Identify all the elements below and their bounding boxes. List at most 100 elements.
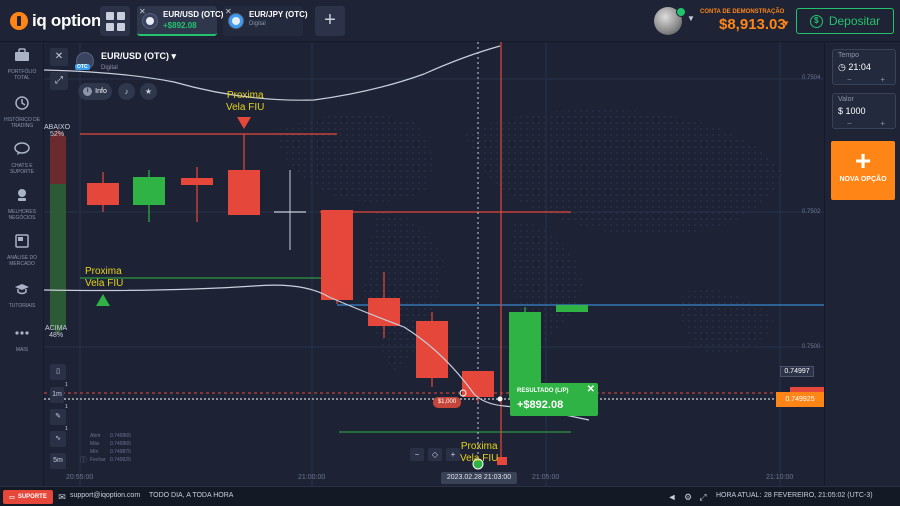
sidebar-item-label: HISTÓRICO DE TRADING [3,117,41,129]
sentiment-bar [50,129,66,334]
trade-result-panel[interactable]: RESULTADO (L/P) +$892.08 ✕ [510,383,598,416]
current-price: 0.749925 [776,392,824,407]
annotation-label: Proxima Vela FIU [226,90,265,113]
clock-icon: ◷ [838,62,846,72]
sidebar-item-top-trades[interactable]: MELHORES NEGÓCIOS [0,188,44,221]
time-tick: 21:05:00 [532,474,560,481]
increase-button[interactable]: + [880,75,885,84]
info-icon[interactable]: ⓘ [80,457,87,464]
support-hours: TODO DIA, A TODA HORA [149,492,234,499]
sidebar-item-label: MELHORES NEGÓCIOS [7,209,37,221]
result-value: +$892.08 [517,399,564,411]
star-icon[interactable]: ★ [140,83,157,100]
support-button[interactable]: ▭ SUPORTE [3,490,53,504]
mail-icon: ✉ [58,492,66,502]
close-chart-button[interactable]: ✕ [50,48,68,66]
deposit-button[interactable]: $ Depositar [796,8,894,34]
trade-marker [459,389,467,397]
sentiment-down-label: ABAIXO 52% [44,124,71,138]
trade-amount-tag[interactable]: $1,000 [433,397,461,408]
add-tab-button[interactable]: + [315,6,345,36]
price-dot [497,396,503,402]
sidebar-item-portfolio[interactable]: PORTFÓLIO TOTAL [0,48,44,81]
zoom-period-button[interactable]: 5m [50,453,66,469]
reset-zoom-button[interactable]: ◇ [428,448,442,461]
pen-icon[interactable]: ✎ [50,409,66,425]
bottom-bar: ▭ SUPORTE ✉ support@iqoption.com TODO DI… [0,486,900,506]
indicators-icon[interactable]: ∿ [50,431,66,447]
zoom-out-button[interactable]: − [410,448,424,461]
close-icon[interactable]: ✕ [139,7,146,16]
tab-eur-jpy[interactable]: ✕ EUR/JPY (OTC) Digital [223,6,308,36]
badge-count: 1 [65,426,68,432]
sidebar-item-more[interactable]: MAIS [0,326,44,353]
sentiment-up-label: ACIMA 48% [45,325,68,339]
close-icon[interactable]: ✕ [586,384,595,395]
indicator-line [44,45,501,101]
assets-grid-button[interactable] [100,6,130,36]
deposit-label: Depositar [828,14,881,28]
annotation-label: Proxima Vela FIU [85,266,124,289]
tab-name: EUR/USD (OTC) [163,10,224,19]
settings-icon[interactable]: ⚙ [683,492,693,502]
new-option-button[interactable]: + NOVA OPÇÃO [831,141,895,200]
candle [416,321,448,378]
bell-icon[interactable]: ♪ [118,83,135,100]
grid-icon [105,11,114,20]
value-value: $ 1000 [838,106,866,116]
sidebar-item-label: CHATS E SUPORTE [9,163,35,175]
account-type-label[interactable]: CONTA DE DEMONSTRAÇÃO [700,9,785,15]
annotation-label: Proxima Vela FIU [460,441,499,464]
graduation-cap-icon [15,284,29,295]
balance-value[interactable]: $8,913.03 [719,16,786,33]
sidebar-item-label: ANÁLISE DO MERCADO [6,255,37,267]
ohlc-readout: Abrir 0.749965 Máx 0.749965 Mín 0.749875 Fe… [90,433,131,463]
investment-field[interactable]: Valor $ 1000 − + [832,93,896,129]
up-arrow-marker [96,294,110,306]
flag-icon [228,13,244,29]
expiration-time-field[interactable]: Tempo ◷ 21:04 − + [832,49,896,85]
logo[interactable]: iq option [10,10,101,32]
chevron-down-icon[interactable]: ▼ [687,14,695,23]
candle-type-button[interactable]: ▯ [50,364,66,380]
dollar-icon: $ [809,14,823,28]
volume-icon[interactable]: ◄ [667,492,677,502]
crosshair-price: 0.74997 [780,366,814,377]
flag-marker [497,457,507,465]
close-icon[interactable]: ✕ [225,7,232,16]
sidebar-item-history[interactable]: HISTÓRICO DE TRADING [0,96,44,129]
news-icon [15,234,29,248]
down-arrow-marker [237,117,251,129]
info-button[interactable]: i Info [78,83,112,100]
new-option-label: NOVA OPÇÃO [839,176,887,183]
tab-eur-usd[interactable]: ✕ EUR/USD (OTC) +$892.08 [137,6,224,36]
sidebar-item-label: PORTFÓLIO TOTAL [7,69,37,81]
chevron-down-icon[interactable]: ▼ [782,19,790,28]
trade-panel: Tempo ◷ 21:04 − + Valor $ 1000 − + + NOV… [824,42,900,486]
time-tick: 21:00:00 [298,474,326,481]
zoom-in-button[interactable]: + [446,448,460,461]
flag-icon [142,13,158,29]
chart-area[interactable] [44,42,824,486]
chevron-down-icon: ▾ [171,51,177,61]
red-price-marker [790,387,824,393]
decrease-button[interactable]: − [847,119,852,128]
asset-selector[interactable]: EUR/USD (OTC) ▾ [101,51,177,61]
trophy-icon [18,189,26,201]
candle [462,371,494,397]
time-tick: 20:55:00 [66,474,94,481]
support-email[interactable]: support@iqoption.com [70,492,141,499]
sidebar-item-market-analysis[interactable]: ANÁLISE DO MERCADO [0,234,44,267]
timeframe-button[interactable]: 1m [50,387,64,403]
top-bar: iq option ✕ EUR/USD (OTC) +$892.08 ✕ EUR… [0,0,900,42]
fullscreen-icon[interactable]: ⤢ [699,492,707,502]
sidebar-item-chats[interactable]: CHATS E SUPORTE [0,142,44,175]
decrease-button[interactable]: − [847,75,852,84]
expand-icon[interactable]: ⤢ [50,72,68,90]
increase-button[interactable]: + [880,119,885,128]
verified-icon [676,7,686,17]
otc-badge: OTC [75,64,90,70]
sidebar-item-tutorials[interactable]: TUTORIAIS [0,282,44,309]
history-icon [15,96,29,110]
